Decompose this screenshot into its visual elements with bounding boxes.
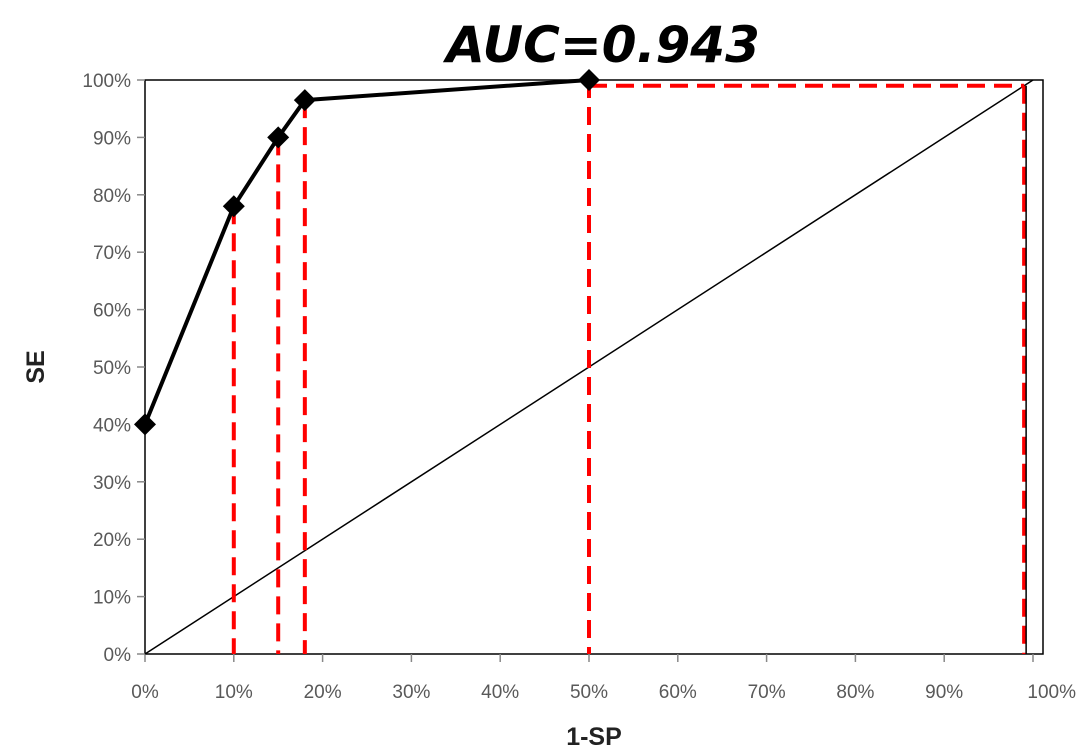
y-tick-label: 10% (93, 588, 131, 609)
y-tick-label: 80% (93, 186, 131, 207)
x-tick-label: 100% (1027, 682, 1076, 703)
x-tick-label: 70% (748, 682, 786, 703)
y-tick-label: 90% (93, 128, 131, 149)
y-tick-label: 20% (93, 530, 131, 551)
chart-title: AUC=0.943 (442, 16, 760, 74)
x-tick-label: 0% (131, 682, 159, 703)
x-tick-label: 20% (304, 682, 342, 703)
y-tick-label: 100% (82, 71, 131, 92)
roc-curve-line (143, 78, 590, 426)
y-tick-label: 40% (93, 415, 131, 436)
y-tick-label: 50% (93, 358, 131, 379)
x-tick-label: 40% (481, 682, 519, 703)
y-axis-title: SE (22, 350, 50, 383)
x-axis-title: 1-SP (566, 723, 622, 751)
roc-point-marker (578, 69, 600, 91)
y-tick-label: 30% (93, 473, 131, 494)
roc-point-marker (222, 195, 245, 218)
y-tick-label: 0% (104, 645, 132, 666)
roc-point-marker (293, 89, 316, 112)
series-layer (134, 69, 600, 436)
x-tick-label: 30% (392, 682, 430, 703)
x-axis-ticks: 0% 10% 20% 30% 40% 50% 60% 70% 80% 90% 100% (131, 654, 1076, 703)
x-tick-label: 10% (215, 682, 253, 703)
y-axis-ticks: 0% 10% 20% 30% 40% 50% 60% 70% 80% 90% 100% (82, 71, 145, 666)
x-tick-label: 80% (836, 682, 874, 703)
x-tick-label: 60% (659, 682, 697, 703)
roc-point-marker (134, 413, 156, 436)
x-tick-label: 50% (570, 682, 608, 703)
dashed-guide-layer (231, 80, 1027, 654)
x-tick-label: 90% (925, 682, 963, 703)
y-tick-label: 70% (93, 243, 131, 264)
y-tick-label: 60% (93, 301, 131, 322)
roc-point-marker (267, 126, 290, 149)
